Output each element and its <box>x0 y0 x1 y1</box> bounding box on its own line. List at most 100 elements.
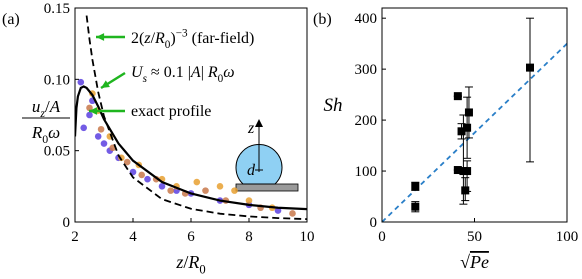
label-part: z <box>39 106 45 120</box>
data-point <box>216 183 224 190</box>
label-part: | <box>201 64 208 81</box>
label-part: z <box>175 252 183 272</box>
y-tick-label: 300 <box>355 62 378 78</box>
data-point <box>463 123 472 132</box>
data-point <box>464 108 473 117</box>
label-part: R <box>207 64 218 81</box>
data-point <box>167 187 174 194</box>
x-axis-label: z/R0 <box>175 252 205 276</box>
label-part: −3 <box>176 28 188 40</box>
annotation: 2(z/R0)−3 (far-field) <box>131 28 254 51</box>
plot-area <box>75 15 307 221</box>
y-tick-label: 0.10 <box>44 72 70 88</box>
data-point <box>193 178 201 186</box>
annotation: exact profile <box>131 103 211 120</box>
label-part: / <box>151 30 156 47</box>
label-part: A <box>49 97 61 116</box>
data-point <box>94 133 102 140</box>
y-tick-label: 0.15 <box>44 1 70 17</box>
data-point <box>97 125 105 133</box>
label-part: 0 <box>42 132 48 146</box>
label-part: 0 <box>218 73 224 85</box>
label-part: / <box>45 97 50 116</box>
dashed-line <box>85 15 307 221</box>
label-part: √ <box>460 252 470 272</box>
y-axis-label-numerator: uz/A <box>32 97 61 120</box>
x-tick-label: 8 <box>245 229 253 245</box>
label-part: Pe <box>469 252 489 272</box>
label-part: / <box>183 252 188 272</box>
data-point <box>461 186 470 195</box>
y-tick-label: 100 <box>355 164 378 180</box>
data-point <box>77 78 85 86</box>
data-point <box>463 167 472 176</box>
data-point <box>100 140 108 147</box>
x-axis-label: √Pe <box>460 252 489 272</box>
label-part: ) <box>170 30 175 47</box>
data-point <box>144 175 151 183</box>
label-part: 0 <box>199 262 205 276</box>
dashed-line <box>382 43 567 222</box>
data-point <box>86 111 93 119</box>
data-point <box>453 166 462 175</box>
y-axis-label: Sh <box>324 95 343 116</box>
label-part: z <box>143 30 151 47</box>
substrate <box>235 183 299 192</box>
x-tick-label: 4 <box>129 229 137 245</box>
y-tick-label: 400 <box>355 11 378 27</box>
annotation: Us ≈ 0.1 |A| R0ω <box>131 64 235 85</box>
axes-frame <box>381 7 568 223</box>
label-part: 0 <box>165 39 171 51</box>
y-tick-label: 200 <box>355 113 378 129</box>
inset-diameter-label: d <box>247 162 256 179</box>
label-part: R <box>154 30 165 47</box>
data-point <box>138 171 145 179</box>
y-tick-label: 0.05 <box>44 144 70 160</box>
data-point <box>274 207 282 214</box>
data-point <box>231 187 238 194</box>
label-part: ω <box>223 64 234 81</box>
label-part: exact profile <box>131 103 211 120</box>
data-point <box>158 183 166 190</box>
annotation-arrow-head <box>89 107 98 115</box>
data-point <box>289 210 296 217</box>
label-part: A <box>190 64 201 81</box>
label-part: R <box>187 252 199 272</box>
label-part: U <box>131 64 144 81</box>
data-point <box>411 182 420 191</box>
label-part: Sh <box>324 95 343 116</box>
label-part: (far-field) <box>188 30 255 47</box>
x-tick-label: 6 <box>187 229 195 245</box>
data-point <box>86 104 93 112</box>
x-tick-label: 2 <box>71 229 79 245</box>
data-point <box>202 187 209 194</box>
label-part: R <box>31 123 43 142</box>
inset-axis-label: z <box>247 120 255 137</box>
data-point <box>457 127 466 136</box>
x-tick-label: 0 <box>378 229 386 245</box>
plot-area <box>382 17 567 222</box>
arrow-head <box>255 119 263 127</box>
x-tick-label: 10 <box>300 229 315 245</box>
y-axis-label-denominator: R0ω <box>31 123 60 146</box>
data-point <box>245 197 253 204</box>
label-part: ≈ 0.1 | <box>147 64 191 81</box>
label-part: 2( <box>131 30 144 47</box>
x-tick-label: 50 <box>467 229 482 245</box>
panel-label: (b) <box>313 11 332 28</box>
x-tick-label: 100 <box>556 229 579 245</box>
data-point <box>411 202 420 211</box>
data-point <box>80 124 87 132</box>
label-part: s <box>143 73 148 85</box>
panel-label: (a) <box>2 11 20 28</box>
inset-drawing <box>235 119 299 192</box>
data-point <box>123 158 131 166</box>
label-part: u <box>32 97 41 116</box>
line <box>75 85 307 211</box>
annotation-arrow-head <box>101 80 110 88</box>
y-tick-label: 0 <box>370 215 378 231</box>
data-point <box>453 92 462 101</box>
y-tick-label: 0 <box>63 215 71 231</box>
